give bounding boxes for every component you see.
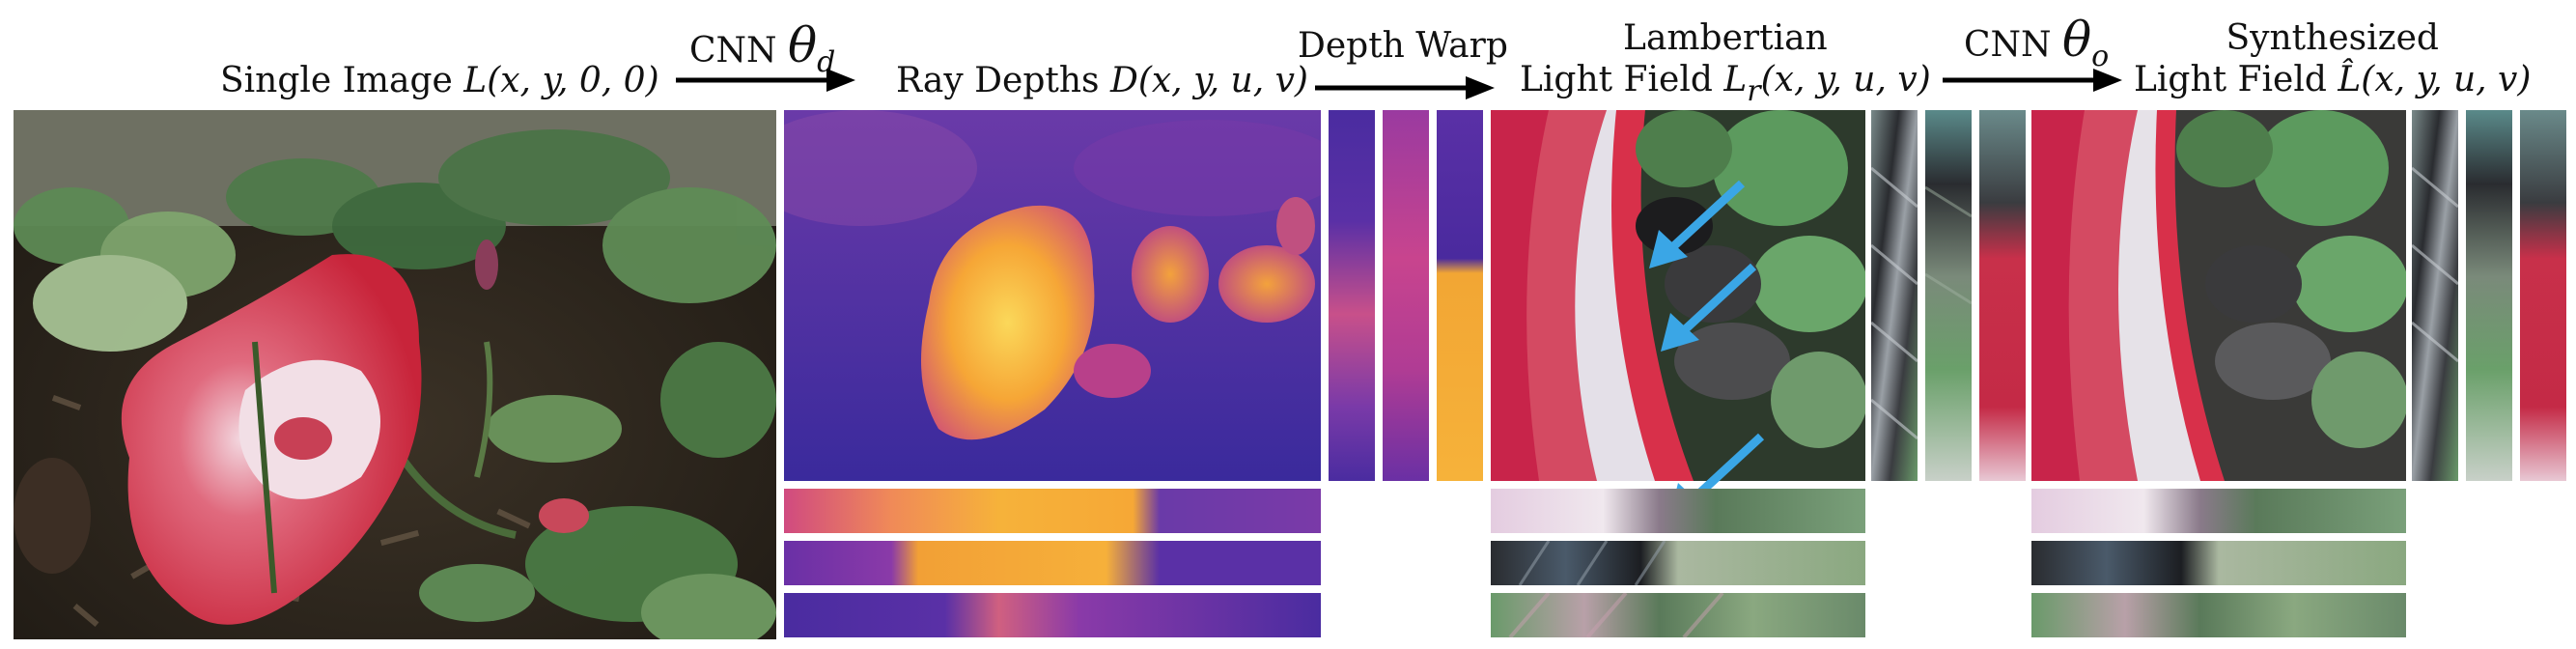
lambertian-math-var: L <box>1723 60 1748 100</box>
depth-strip-vertical-2 <box>1383 110 1429 481</box>
cnn-d-text: CNN <box>689 31 777 71</box>
synthesized-strip-vertical-2 <box>2466 110 2512 481</box>
lambertian-strip-horizontal-2 <box>1491 541 1865 585</box>
depth-map <box>784 110 1321 481</box>
lambertian-strip-vertical-1 <box>1871 110 1918 481</box>
depth-strip-vertical-1 <box>1329 110 1375 481</box>
red-flower <box>121 254 422 625</box>
arrow-cnn-o <box>1943 69 2122 92</box>
arrow-cnn-d <box>676 69 855 92</box>
annotation-arrow-2 <box>1661 263 1757 352</box>
cnn-o-text: CNN <box>1964 25 2052 65</box>
flower-photo <box>14 110 776 639</box>
label-lambertian: Lambertian Light Field Lr(x, y, u, v) <box>1520 17 1931 109</box>
lambertian-line2: Light Field <box>1520 60 1713 100</box>
ray-depths-math: D(x, y, u, v) <box>1109 61 1308 100</box>
ray-depths-text: Ray Depths <box>896 61 1100 100</box>
lambertian-light-field-panel <box>1491 110 1865 481</box>
synthesized-strip-vertical-1 <box>2412 110 2458 481</box>
depth-warp-text: Depth Warp <box>1298 26 1508 66</box>
cnn-d-theta: θ <box>788 17 818 73</box>
lambertian-crop <box>1491 110 1865 481</box>
label-depth-warp: Depth Warp <box>1298 29 1508 64</box>
single-image-panel <box>14 110 776 639</box>
depth-strip-horizontal-3 <box>784 593 1321 637</box>
label-ray-depths: Ray Depths D(x, y, u, v) <box>896 64 1308 99</box>
synthesized-crop <box>2031 110 2406 481</box>
lambertian-strip-vertical-2 <box>1925 110 1972 481</box>
cnn-o-theta: θ <box>2062 12 2092 68</box>
synthesized-line2: Light Field <box>2134 60 2327 100</box>
depth-strip-vertical-3 <box>1437 110 1483 481</box>
synthesized-line1: Synthesized <box>2226 18 2439 58</box>
synthesized-strip-horizontal-3 <box>2031 593 2406 637</box>
cnn-o-sub: o <box>2091 40 2110 73</box>
lambertian-strip-horizontal-3 <box>1491 593 1865 637</box>
depth-strip-horizontal-1 <box>784 489 1321 533</box>
lambertian-math-sub: r <box>1747 74 1761 109</box>
depth-strip-horizontal-2 <box>784 541 1321 585</box>
synthesized-math: L̂(x, y, u, v) <box>2338 60 2532 100</box>
synthesized-strip-vertical-3 <box>2520 110 2566 481</box>
lambertian-math-rest: (x, y, u, v) <box>1760 60 1931 100</box>
synthesized-strip-horizontal-1 <box>2031 489 2406 533</box>
ray-depths-panel <box>784 110 1321 481</box>
single-image-math: L(x, y, 0, 0) <box>463 61 659 100</box>
label-cnn-theta-o: CNN θo <box>1964 15 2109 71</box>
lambertian-line1: Lambertian <box>1623 18 1828 58</box>
synthesized-light-field-panel <box>2031 110 2406 481</box>
label-synthesized: Synthesized Light Field L̂(x, y, u, v) <box>2134 17 2531 100</box>
lambertian-strip-horizontal-1 <box>1491 489 1865 533</box>
cnn-d-sub: d <box>817 45 836 79</box>
annotation-arrow-1 <box>1649 180 1746 268</box>
arrow-depth-warp <box>1315 76 1495 99</box>
lambertian-strip-vertical-3 <box>1979 110 2026 481</box>
synthesized-strip-horizontal-2 <box>2031 541 2406 585</box>
single-image-text: Single Image <box>220 61 453 100</box>
label-cnn-theta-d: CNN θd <box>689 21 835 77</box>
label-single-image: Single Image L(x, y, 0, 0) <box>220 64 659 99</box>
